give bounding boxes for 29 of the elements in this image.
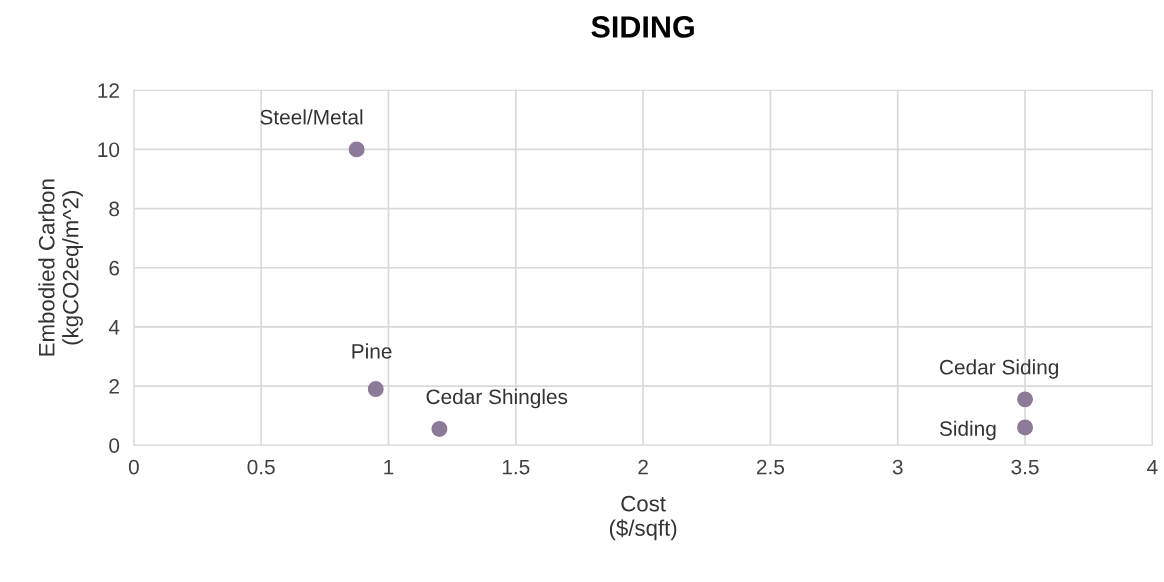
x-tick-label: 0 (128, 459, 139, 475)
chart-title: SIDING (591, 16, 694, 38)
x-tick-label: 2 (638, 459, 648, 475)
x-tick-label: 3.5 (1011, 459, 1039, 475)
point (1017, 419, 1034, 436)
x-tick-label: 3 (892, 459, 903, 475)
point (348, 141, 365, 158)
annotation: Cedar Shingles (426, 388, 568, 409)
annotation: Cedar Siding (939, 359, 1059, 379)
annotation: Pine (352, 343, 392, 359)
y-tick-label: 6 (109, 260, 120, 276)
annotation: Siding (939, 420, 996, 441)
point (367, 381, 384, 397)
x-tick-label: 1.5 (502, 459, 530, 475)
y-tick-label: 2 (109, 379, 119, 394)
y-axis-title: Embodied Carbon (kgCO2eq/m^2) (38, 179, 83, 356)
y-tick-label: 4 (108, 320, 120, 335)
y-tick-label: 0 (109, 438, 120, 453)
y-tick-label: 10 (98, 142, 120, 158)
x-tick-label: 4 (1147, 459, 1158, 475)
x-tick-label: 1 (384, 459, 394, 475)
x-tick-label: 2.5 (756, 459, 785, 475)
y-tick-label: 8 (109, 201, 120, 217)
point (1017, 391, 1034, 408)
x-tick-label: 0.5 (247, 459, 275, 475)
y-tick-label: 12 (98, 83, 119, 98)
point (431, 420, 448, 437)
x-axis-title: Cost ($/sqft) (609, 495, 677, 541)
annotation: Steel/Metal (260, 109, 363, 125)
